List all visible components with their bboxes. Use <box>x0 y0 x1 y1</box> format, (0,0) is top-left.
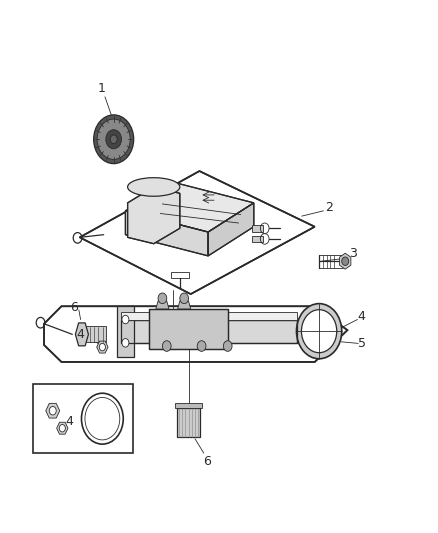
Circle shape <box>162 341 171 351</box>
Text: 1: 1 <box>98 83 106 95</box>
Circle shape <box>99 343 106 351</box>
Polygon shape <box>149 309 228 349</box>
Polygon shape <box>178 301 191 309</box>
Polygon shape <box>208 203 254 256</box>
Text: 6: 6 <box>71 301 78 314</box>
Polygon shape <box>252 225 262 231</box>
Polygon shape <box>175 403 202 408</box>
Circle shape <box>342 257 349 265</box>
Polygon shape <box>86 326 106 342</box>
Polygon shape <box>121 319 297 343</box>
Circle shape <box>59 424 65 432</box>
Circle shape <box>106 130 121 149</box>
Text: 4: 4 <box>358 310 366 324</box>
Circle shape <box>197 341 206 351</box>
Polygon shape <box>57 422 68 434</box>
Polygon shape <box>33 384 133 453</box>
Circle shape <box>180 293 188 304</box>
Circle shape <box>94 115 134 164</box>
Text: 2: 2 <box>325 200 332 214</box>
Polygon shape <box>46 403 60 418</box>
Circle shape <box>158 293 167 304</box>
Ellipse shape <box>127 177 180 196</box>
Circle shape <box>301 310 337 353</box>
Text: 3: 3 <box>349 247 357 260</box>
Circle shape <box>97 119 130 159</box>
Polygon shape <box>117 306 134 357</box>
Polygon shape <box>97 341 108 353</box>
Circle shape <box>122 316 129 324</box>
Polygon shape <box>80 171 315 294</box>
Text: 6: 6 <box>203 455 211 468</box>
Polygon shape <box>156 301 169 309</box>
Circle shape <box>49 407 56 415</box>
Polygon shape <box>127 187 180 244</box>
Polygon shape <box>125 182 254 232</box>
Circle shape <box>223 341 232 351</box>
Polygon shape <box>252 236 262 241</box>
Polygon shape <box>75 323 88 346</box>
Polygon shape <box>339 253 351 269</box>
Text: 4: 4 <box>77 328 85 341</box>
Polygon shape <box>177 408 200 437</box>
Circle shape <box>110 135 117 143</box>
Polygon shape <box>44 306 347 362</box>
Text: 5: 5 <box>358 337 366 350</box>
Circle shape <box>122 338 129 347</box>
Circle shape <box>297 304 342 359</box>
Polygon shape <box>125 211 208 256</box>
Polygon shape <box>121 312 297 319</box>
Text: 4: 4 <box>65 415 73 429</box>
